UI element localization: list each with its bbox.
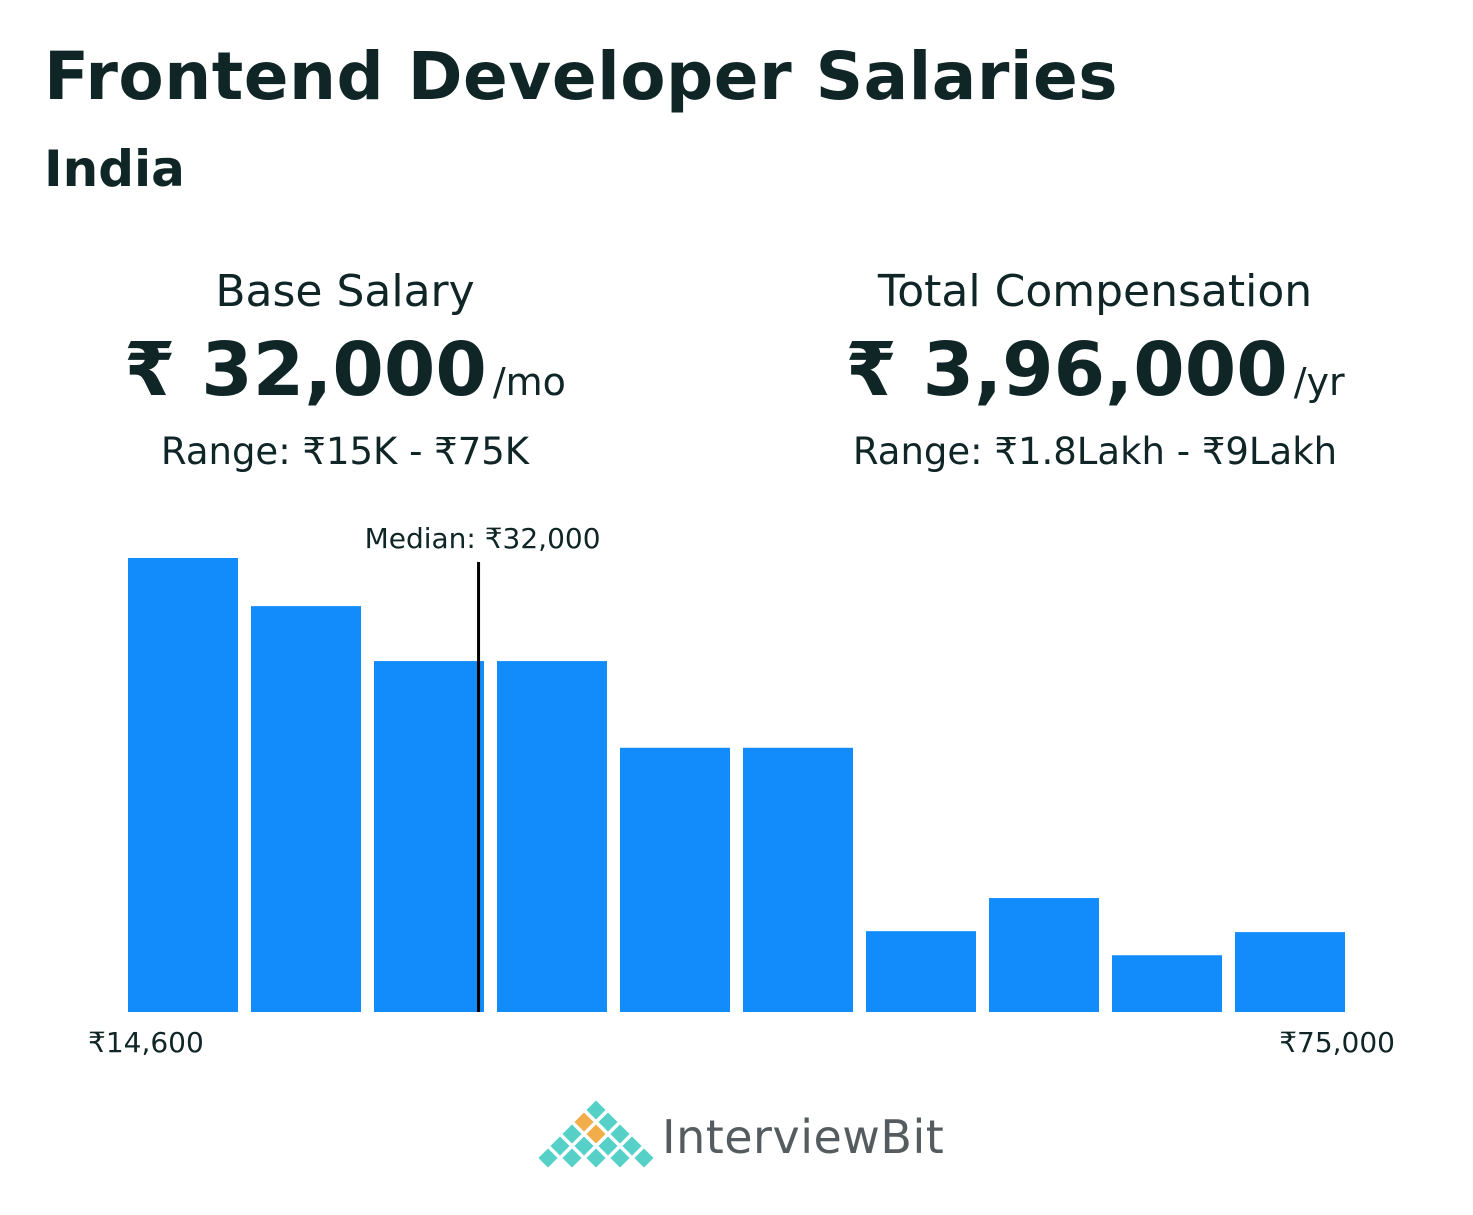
interviewbit-logo-icon [535, 1097, 657, 1171]
logo-diamond [607, 1145, 633, 1171]
base-salary-label: Base Salary [215, 266, 475, 317]
x-max-label: ₹75,000 [1279, 1026, 1395, 1059]
logo-diamond [607, 1121, 633, 1147]
total-compensation-value: ₹ 3,96,000 [845, 327, 1288, 413]
total-compensation-amount: ₹ 3,96,000/yr [820, 324, 1370, 428]
logo-diamond [595, 1133, 621, 1159]
logo-diamond [571, 1109, 597, 1135]
x-min-label: ₹14,600 [88, 1026, 204, 1059]
histogram-bar [497, 661, 607, 1012]
histogram-bar [128, 558, 238, 1012]
logo-diamond [571, 1133, 597, 1159]
salary-histogram: Median: ₹32,000 ₹14,600 ₹75,000 [88, 522, 1395, 1059]
logo-diamond [559, 1121, 585, 1147]
base-salary-amount: ₹ 32,000/mo [110, 324, 580, 428]
page-subtitle: India [44, 140, 185, 198]
logo-diamond [583, 1121, 609, 1147]
logo-diamond [583, 1097, 609, 1123]
page-title: Frontend Developer Salaries [44, 38, 1119, 115]
logo-diamond [535, 1145, 561, 1171]
brand-name: InterviewBit [662, 1110, 945, 1164]
median-label: Median: ₹32,000 [365, 522, 601, 555]
histogram-bar [989, 898, 1099, 1012]
logo-diamond [631, 1145, 657, 1171]
base-salary-block: Base Salary ₹ 32,000/mo Range: ₹15K - ₹7… [110, 262, 580, 476]
histogram-bar [866, 931, 976, 1012]
histogram-bar [251, 606, 361, 1012]
histogram-bar [374, 661, 484, 1012]
base-salary-value: ₹ 32,000 [124, 327, 487, 413]
brand-logo: InterviewBit [535, 1097, 944, 1171]
logo-diamond [547, 1133, 573, 1159]
histogram-bar [1235, 932, 1345, 1012]
histogram-bar [1112, 955, 1222, 1012]
total-compensation-block: Total Compensation ₹ 3,96,000/yr Range: … [820, 262, 1370, 476]
total-compensation-range: Range: ₹1.8Lakh - ₹9Lakh [852, 430, 1338, 473]
total-compensation-label: Total Compensation [877, 266, 1313, 317]
base-salary-range: Range: ₹15K - ₹75K [160, 430, 530, 473]
base-salary-unit: /mo [492, 360, 566, 404]
total-compensation-unit: /yr [1293, 360, 1345, 404]
histogram-bar [743, 747, 853, 1012]
logo-diamond [583, 1145, 609, 1171]
logo-diamond [619, 1133, 645, 1159]
logo-diamond [559, 1145, 585, 1171]
histogram-bar [620, 747, 730, 1012]
logo-diamond [595, 1109, 621, 1135]
